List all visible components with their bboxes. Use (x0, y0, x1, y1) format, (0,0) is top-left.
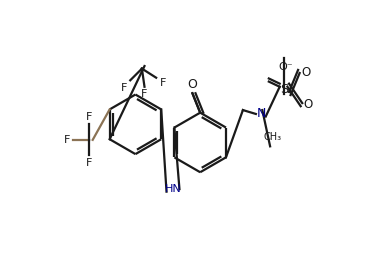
Text: F: F (86, 112, 92, 122)
Text: O: O (304, 98, 313, 111)
Text: O⁻: O⁻ (278, 62, 293, 71)
Text: F: F (64, 135, 70, 145)
Text: CH₃: CH₃ (264, 132, 282, 142)
Text: F: F (160, 78, 166, 88)
Text: F: F (141, 89, 148, 99)
Text: O: O (301, 66, 310, 79)
Text: S: S (280, 83, 289, 96)
Text: F: F (86, 158, 92, 168)
Text: F: F (121, 83, 127, 92)
Text: O: O (188, 78, 197, 91)
Text: N: N (256, 107, 266, 120)
Text: HN: HN (165, 184, 181, 194)
